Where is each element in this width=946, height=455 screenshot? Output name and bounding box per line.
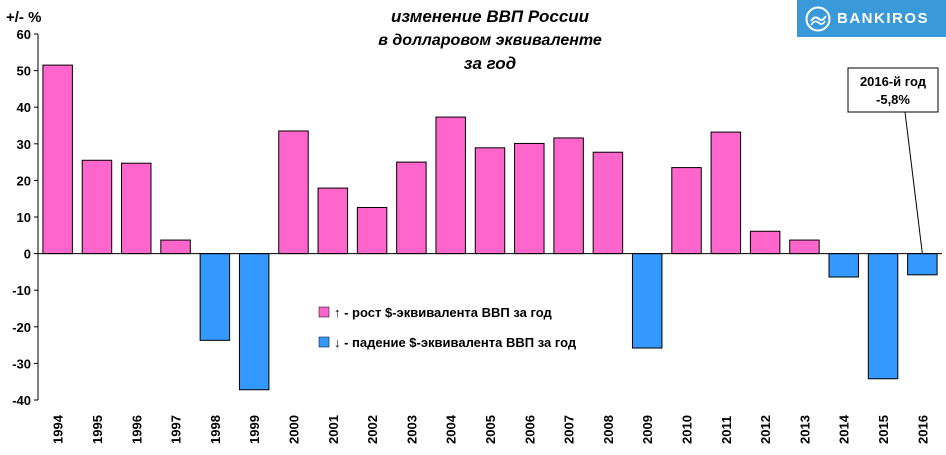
y-tick-label: 10: [17, 210, 31, 225]
y-axis-label: +/- %: [6, 9, 41, 26]
x-tick-label: 1998: [208, 415, 223, 444]
x-tick-label: 2011: [719, 416, 734, 444]
x-labels-group: 1994 1995 1996 1997 1998 1999 2000 2001 2002 2003…: [51, 414, 931, 444]
y-tick-label: 50: [17, 64, 31, 79]
bar-2012: [749, 230, 781, 255]
title-background: [374, 2, 610, 74]
callout-line-2: -5,8%: [876, 92, 910, 107]
x-tick-label: 1995: [90, 415, 105, 444]
brand-logo[interactable]: BANKIROS: [797, 0, 946, 37]
bar-1999: [238, 253, 270, 391]
x-tick-label: 2000: [286, 415, 301, 444]
y-tick-label: -10: [12, 283, 31, 298]
x-tick-label: 2003: [404, 415, 419, 444]
x-tick-label: 2002: [365, 415, 380, 444]
legend-label-growth: ↑ - рост $-эквивалента ВВП за год: [334, 305, 553, 320]
x-tick-label: 2005: [483, 415, 498, 444]
callout-box: [847, 67, 939, 113]
legend-swatch-growth: [318, 306, 330, 318]
bar-2008: [592, 151, 624, 255]
legend-swatch-decline: [318, 336, 330, 348]
x-tick-label: 2006: [522, 415, 537, 444]
y-tick-label: 0: [24, 247, 31, 262]
x-tick-label: 2014: [837, 414, 852, 444]
bar-2011: [710, 131, 742, 255]
y-tick-label: 20: [17, 173, 31, 188]
x-tick-label: 2001: [326, 415, 341, 444]
y-tick-label: -40: [12, 393, 31, 408]
chart-title-line-3: за год: [464, 54, 516, 73]
bar-2010: [671, 167, 702, 255]
bar-2006: [514, 142, 545, 255]
x-tick-label: 2007: [562, 415, 577, 444]
bar-1998: [199, 253, 231, 341]
y-tick-label: 30: [17, 137, 31, 152]
x-tick-label: 2012: [758, 415, 773, 444]
callout-line-1: 2016-й год: [860, 74, 927, 89]
y-ticks-group: 60 50 40 30 20 10 0 -10 -20 -30 -40: [12, 27, 38, 408]
y-tick-label: 40: [17, 100, 31, 115]
bar-2013: [789, 239, 820, 255]
x-tick-label: 1996: [129, 415, 144, 444]
y-tick-label: 60: [17, 27, 31, 42]
x-tick-label: 2016: [915, 415, 930, 444]
y-tick-label: -30: [12, 356, 31, 371]
chart-title-line-1: изменение ВВП России: [391, 7, 590, 26]
bar-1997: [160, 239, 191, 255]
bankiros-logo-icon: [805, 6, 831, 31]
x-tick-label: 2015: [876, 415, 891, 444]
x-tick-label: 1997: [169, 415, 184, 444]
bar-2002: [356, 206, 388, 255]
bar-1994: [42, 64, 73, 255]
bar-2007: [553, 137, 584, 255]
x-tick-label: 1994: [51, 414, 66, 444]
bar-2016: [907, 253, 938, 276]
x-tick-label: 2013: [797, 415, 812, 444]
bar-2015: [867, 253, 899, 380]
brand-name: BANKIROS: [837, 10, 930, 27]
bar-2000: [278, 130, 309, 255]
legend: ↑ - рост $-эквивалента ВВП за год ↓ - па…: [318, 305, 577, 350]
x-tick-label: 2010: [680, 415, 695, 444]
bar-2003: [396, 161, 427, 255]
annotation-callout: 2016-й год -5,8%: [847, 67, 939, 254]
callout-pointer: [904, 111, 923, 254]
bar-2009: [631, 253, 663, 349]
legend-label-decline: ↓ - падение $-эквивалента ВВП за год: [334, 335, 577, 350]
bar-2001: [317, 187, 349, 255]
bar-2004: [435, 116, 466, 255]
x-tick-label: 1999: [247, 415, 262, 444]
bar-1996: [121, 162, 152, 255]
bar-2014: [828, 253, 859, 278]
chart-title-line-2: в долларовом эквиваленте: [378, 32, 602, 49]
bars-group: [42, 64, 938, 391]
bar-2005: [474, 147, 506, 255]
x-tick-label: 2009: [640, 415, 655, 444]
y-tick-label: -20: [12, 320, 31, 335]
bar-1995: [81, 159, 113, 255]
x-tick-label: 2004: [444, 414, 459, 444]
x-tick-label: 2008: [601, 415, 616, 444]
